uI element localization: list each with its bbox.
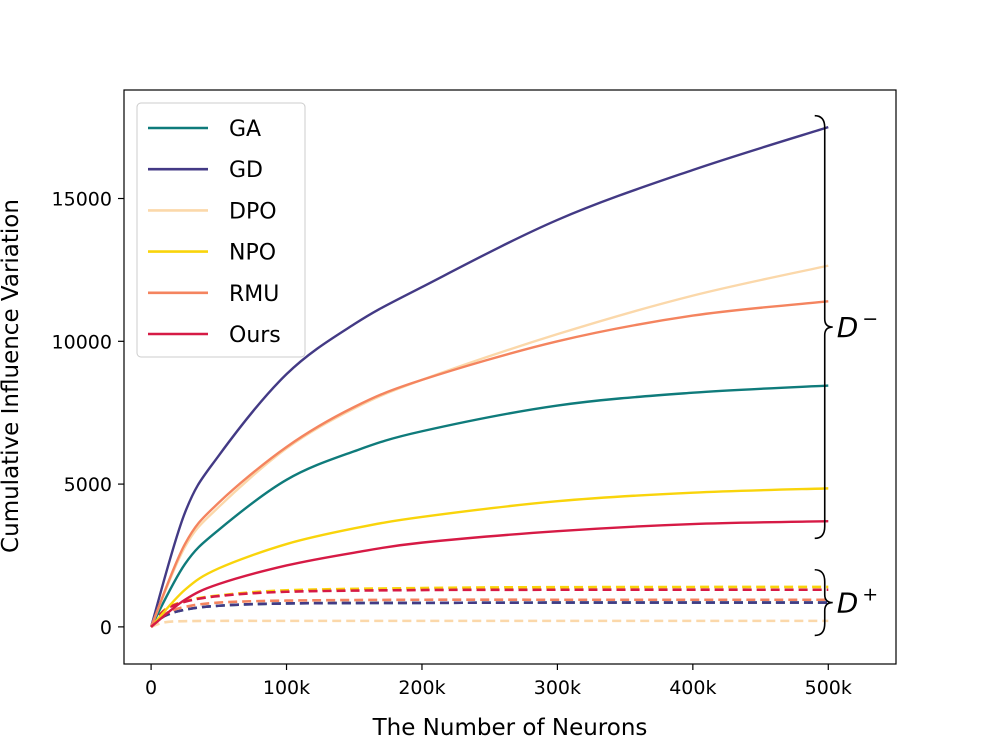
y-tick-label: 15000 (52, 189, 112, 211)
series-line-gd (149, 125, 829, 628)
x-tick-label: 500k (805, 677, 852, 699)
legend: GA GD DPO NPO RMU Ours (136, 102, 306, 358)
y-tick-label: 0 (100, 617, 112, 639)
x-tick-label: 400k (669, 677, 716, 699)
solid-series-group (149, 125, 829, 628)
x-axis: 0 100k 200k 300k 400k 500k (145, 664, 852, 699)
series-line-rmu (149, 300, 829, 628)
legend-label-dpo: DPO (229, 199, 277, 224)
brace-d-minus (814, 114, 833, 540)
series-line-ga (150, 384, 829, 628)
brace-label-d-minus: D − (837, 308, 878, 344)
plot-area: D − D + (123, 89, 897, 665)
brace-label-superscript: − (862, 308, 878, 330)
legend-label-rmu: RMU (229, 282, 279, 307)
dashed-line-gd (150, 601, 829, 628)
annotation-group: D − D + (814, 114, 878, 637)
dashed-line-ours (150, 588, 829, 628)
dashed-line-ga (150, 601, 829, 628)
y-axis-title: Cumulative Influence Variation (0, 199, 24, 553)
y-axis: 0 5000 10000 15000 (52, 189, 124, 639)
y-tick-label: 5000 (64, 474, 112, 496)
x-axis-title: The Number of Neurons (372, 715, 648, 741)
legend-frame (136, 102, 306, 358)
y-tick-label: 10000 (52, 331, 112, 353)
legend-label-ga: GA (229, 117, 261, 142)
x-tick-label: 300k (534, 677, 581, 699)
x-tick-label: 0 (145, 677, 157, 699)
dashed-line-dpo (150, 619, 829, 629)
legend-label-npo: NPO (229, 241, 276, 266)
legend-label-ours: Ours (229, 323, 281, 348)
x-tick-label: 100k (263, 677, 310, 699)
brace-label-superscript: + (862, 584, 878, 606)
series-line-npo (150, 487, 829, 628)
x-tick-label: 200k (398, 677, 445, 699)
dashed-line-rmu (150, 598, 829, 628)
plot-frame (123, 89, 897, 665)
brace-label-d-plus: D + (837, 584, 878, 620)
dashed-series-group (150, 585, 829, 629)
series-line-ours (150, 520, 829, 628)
legend-label-gd: GD (229, 158, 263, 183)
